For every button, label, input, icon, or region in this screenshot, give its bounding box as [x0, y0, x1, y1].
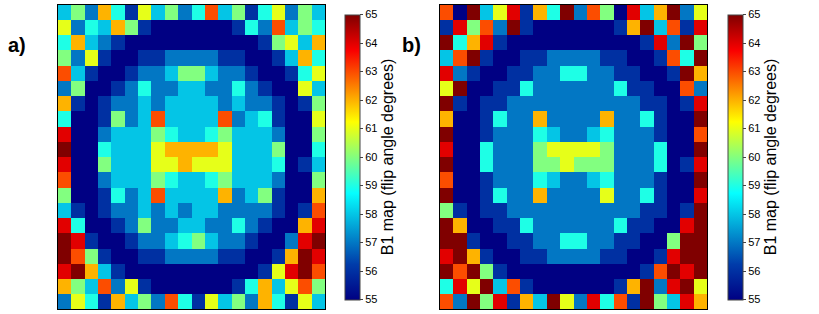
svg-text:b): b): [402, 34, 421, 56]
svg-text:64: 64: [365, 37, 377, 49]
svg-text:58: 58: [748, 208, 760, 220]
svg-text:58: 58: [365, 208, 377, 220]
svg-text:59: 59: [365, 179, 377, 191]
svg-text:63: 63: [748, 65, 760, 77]
svg-text:62: 62: [365, 94, 377, 106]
svg-text:62: 62: [748, 94, 760, 106]
svg-text:55: 55: [365, 293, 377, 305]
svg-text:60: 60: [365, 151, 377, 163]
svg-text:64: 64: [748, 37, 760, 49]
svg-text:61: 61: [748, 122, 760, 134]
svg-text:a): a): [8, 34, 26, 56]
svg-text:60: 60: [748, 151, 760, 163]
svg-text:B1 map (flip angle degrees): B1 map (flip angle degrees): [379, 59, 396, 256]
svg-text:B1 map (flip angle degrees): B1 map (flip angle degrees): [762, 59, 779, 256]
svg-text:57: 57: [748, 236, 760, 248]
svg-text:57: 57: [365, 236, 377, 248]
svg-text:65: 65: [365, 8, 377, 20]
svg-text:63: 63: [365, 65, 377, 77]
svg-text:55: 55: [748, 293, 760, 305]
svg-text:56: 56: [748, 265, 760, 277]
svg-text:56: 56: [365, 265, 377, 277]
svg-text:59: 59: [748, 179, 760, 191]
svg-text:65: 65: [748, 8, 760, 20]
svg-text:61: 61: [365, 122, 377, 134]
